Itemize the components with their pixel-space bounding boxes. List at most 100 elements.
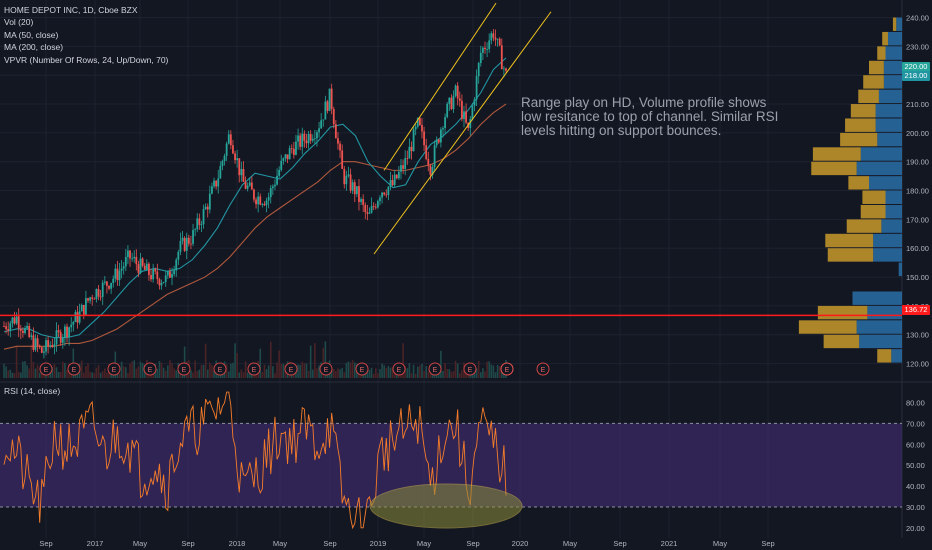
candle-body [9,323,12,331]
candle-body [479,52,482,64]
candle-body [423,131,425,146]
volume-bar [141,363,144,378]
channel-lines[interactable] [373,2,552,255]
candle-body [288,148,291,160]
volume-bar [307,371,310,378]
volume-bar [211,364,213,378]
volume-bar [137,366,140,378]
candle-body [353,182,356,195]
candle-body [444,117,446,129]
candle-body [47,340,50,347]
candle-body [494,37,497,40]
earnings-icon [213,362,227,376]
candle-body [370,206,373,213]
earnings-label: E [44,367,49,374]
candle-body [232,145,234,154]
candle-body [177,251,180,260]
volume-bar [209,362,211,378]
candle-body [257,196,260,205]
volume-bar [127,373,129,378]
earnings-label: E [218,367,223,374]
volume-bar [290,373,293,378]
candle-body [99,296,102,298]
candle-body [156,271,159,280]
candle-body [158,279,161,286]
candle-body [5,326,8,330]
candle-body [435,139,438,146]
candle-body [139,258,142,273]
candle-body [313,138,316,140]
volume-bar [374,368,377,378]
price-tick-label: 180.00 [906,187,929,196]
volume-bar [479,372,482,378]
price-tick-label: 160.00 [906,244,929,253]
volume-bar [15,345,18,378]
vp-up-bar [852,291,902,305]
volume-bar [91,372,94,378]
volume-bar [358,371,360,378]
volume-bar [183,346,186,378]
volume-bar [450,371,453,378]
candle-body [91,297,94,299]
candle-body [171,274,173,278]
volume-bar [303,363,306,378]
volume-bar [133,360,136,378]
ma50-line [3,57,507,339]
candle-body [22,330,24,334]
candle-body [469,119,472,128]
volume-bar [135,368,138,378]
volume-bar [406,368,409,378]
annotation-text[interactable]: Range play on HD, Volume profile shows l… [521,95,779,138]
candle-body [19,328,22,331]
legend-vpvr: VPVR (Number Of Rows, 24, Up/Down, 70) [4,54,169,65]
vp-down-bar [863,75,884,89]
volume-bar [452,370,455,378]
volume-bar [156,368,159,378]
volume-bar [106,372,108,378]
candle-body [110,282,113,289]
vp-up-bar [885,204,902,219]
price-tick-label: 190.00 [906,158,929,167]
candle-body [43,351,45,353]
volume-bar [118,373,121,378]
volume-bar [38,372,41,378]
vp-down-bar [846,219,882,233]
volume-bar [347,361,350,378]
candle-body [502,68,505,70]
candle-body [137,264,140,273]
volume-bar [80,360,83,378]
vp-up-bar [885,46,902,60]
candle-body [236,158,239,161]
volume-bar [99,372,102,378]
volume-bar [385,367,388,378]
volume-bar [101,371,104,378]
price-tick-label: 210.00 [906,100,929,109]
volume-bar [456,363,459,378]
volume-bar [236,353,238,378]
candle-body [425,145,428,159]
volume-bar [337,368,339,378]
volume-bar [498,366,501,378]
candle-body [221,160,224,167]
volume-bar [448,369,451,378]
candle-body [400,165,402,172]
candle-body [309,134,312,141]
volume-bar [427,371,430,378]
candle-body [381,192,383,198]
candle-body [112,278,115,283]
candle-body [246,185,249,189]
candle-body [150,275,152,280]
candle-body [74,312,77,322]
vp-up-bar [859,334,902,349]
volume-bar [408,363,411,378]
candle-body [427,158,430,166]
vp-up-bar [883,60,902,75]
volume-bar [76,373,79,378]
candle-body [496,38,499,40]
volume-bar [26,365,28,378]
earnings-label: E [148,367,153,374]
candle-body [269,188,272,198]
volume-bar [412,364,415,378]
volume-bar [213,370,215,378]
